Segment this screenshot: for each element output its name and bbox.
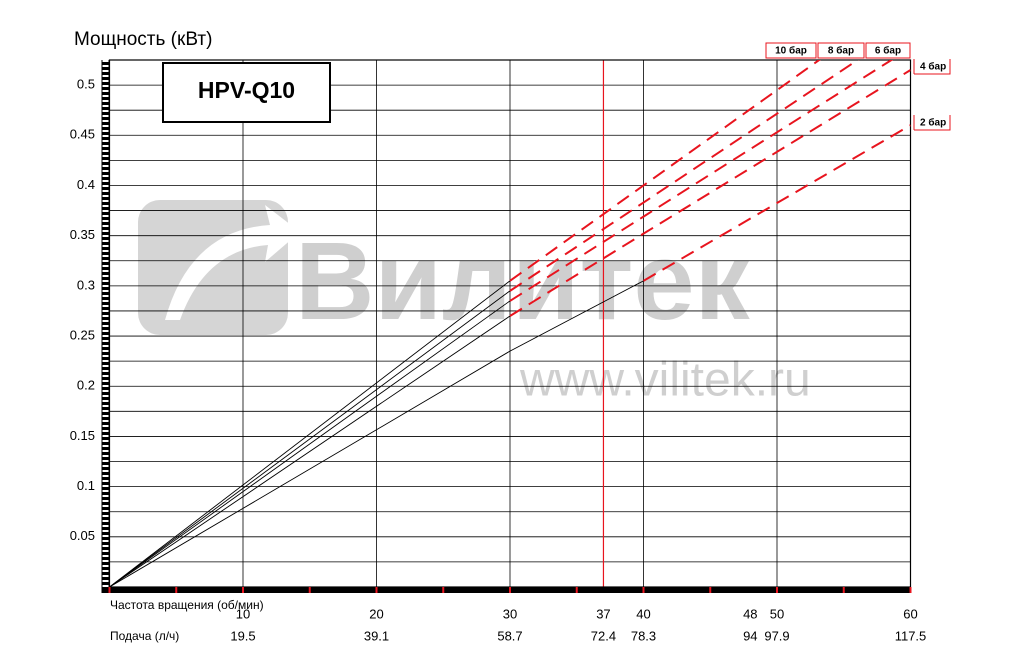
x2-tick-label: 72.4 — [591, 628, 616, 643]
legend-label: 2 бар — [920, 117, 946, 129]
x-tick-label: 37 — [596, 606, 610, 621]
legend-box — [865, 42, 911, 59]
watermark: Вилитек www.vilitek.ru — [138, 200, 811, 407]
legend-box — [913, 58, 951, 75]
series-line-extrapolated — [509, 60, 894, 302]
legend-box — [765, 42, 817, 59]
y-tick-label: 0.25 — [70, 327, 95, 342]
x2-tick-label: 58.7 — [497, 628, 522, 643]
watermark-arrow — [165, 205, 300, 320]
legend-box — [817, 42, 865, 59]
y-tick-label: 0.35 — [70, 227, 95, 242]
x2-tick-label: 94 — [743, 628, 757, 643]
x-tick-label: 20 — [369, 606, 383, 621]
y-tick-label: 0.1 — [77, 478, 95, 493]
series-line — [109, 290, 511, 587]
legend-label: 4 бар — [920, 61, 946, 73]
chart-title: Мощность (кВт) — [74, 29, 212, 50]
series-line — [109, 300, 511, 587]
y-tick-label: 0.2 — [77, 378, 95, 393]
x2-tick-label: 19.5 — [230, 628, 255, 643]
x-tick-label: 30 — [503, 606, 517, 621]
x-tick-label: 50 — [770, 606, 784, 621]
legend-box — [913, 114, 951, 131]
model-label: HPV-Q10 — [198, 77, 295, 103]
x2-tick-label: 78.3 — [631, 628, 656, 643]
x-axis-label: Частота вращения (об/мин) — [110, 598, 264, 612]
model-box — [162, 62, 331, 123]
legend: 10 бар 8 бар 6 бар 4 бар 2 бар — [765, 42, 951, 131]
x2-tick-label: 117.5 — [895, 628, 927, 643]
watermark-logo — [138, 200, 288, 335]
x-tick-label: 60 — [903, 606, 917, 621]
y-tick-label: 0.05 — [70, 528, 95, 543]
series-line-extrapolated — [509, 69, 911, 317]
x-tick-label: 10 — [236, 606, 250, 621]
series-line-extrapolated — [509, 60, 821, 282]
series-line — [109, 315, 511, 587]
watermark-brand: Вилитек — [295, 220, 751, 343]
legend-label: 8 бар — [828, 45, 854, 57]
y-tick-label: 0.4 — [77, 177, 95, 192]
x2-tick-label: 39.1 — [364, 628, 389, 643]
series-line-extrapolated — [509, 60, 860, 292]
legend-label: 10 бар — [775, 45, 807, 57]
y-tick-label: 0.45 — [70, 127, 95, 142]
y-tick-label: 0.5 — [77, 77, 95, 92]
x-tick-label: 40 — [636, 606, 650, 621]
x2-tick-label: 97.9 — [764, 628, 789, 643]
x2-axis-label: Подача (л/ч) — [110, 629, 179, 643]
y-tick-label: 0.15 — [70, 428, 95, 443]
y-tick-label: 0.3 — [77, 277, 95, 292]
series-line-extrapolated — [642, 124, 911, 282]
series-line — [109, 280, 644, 587]
watermark-url: www.vilitek.ru — [519, 354, 811, 407]
series-group — [109, 60, 911, 587]
x-tick-label: 48 — [743, 606, 757, 621]
series-line — [109, 280, 511, 587]
legend-label: 6 бар — [875, 45, 901, 57]
